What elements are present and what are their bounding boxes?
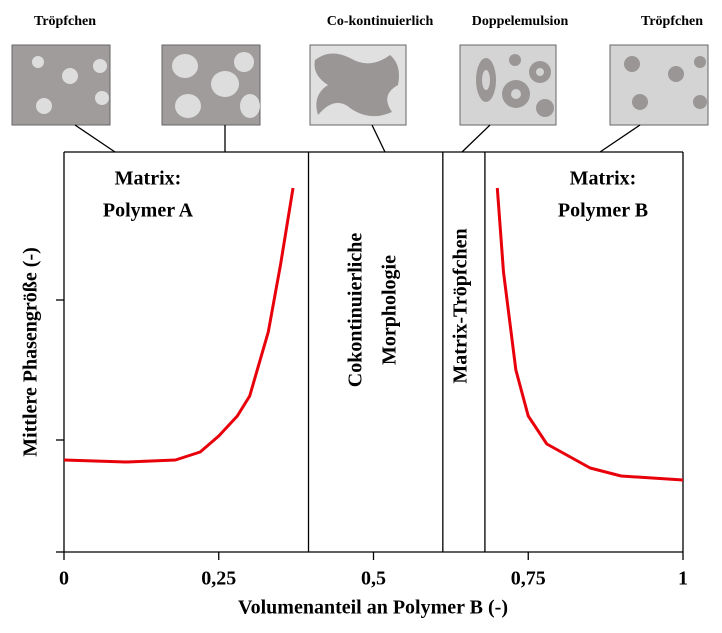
region-label: Polymer A <box>103 200 194 222</box>
morphology-label: Tröpfchen <box>641 14 703 29</box>
morphology-label: Tröpfchen <box>34 14 96 29</box>
morphology-label: Co-kontinuierlich <box>327 14 434 29</box>
region-label: Polymer B <box>558 200 648 222</box>
x-tick-label: 0,75 <box>511 568 546 590</box>
region-label: Matrix: <box>115 168 182 190</box>
data-line <box>63 187 295 464</box>
morphology-label: Doppelemulsion <box>472 14 569 29</box>
region-label: Morphologie <box>379 255 401 365</box>
x-tick-label: 0,5 <box>361 568 386 590</box>
morphology-images <box>11 44 709 126</box>
x-tick-label: 0 <box>59 568 69 590</box>
data-line <box>495 187 684 482</box>
connectors <box>74 124 641 153</box>
region-label: Matrix-Tröpfchen <box>450 228 472 383</box>
x-axis-label: Volumenanteil an Polymer B (-) <box>238 597 508 619</box>
x-tick-label: 1 <box>678 568 688 590</box>
region-label: Matrix: <box>570 168 637 190</box>
y-axis-label: Mittlere Phasengröße (-) <box>20 247 42 457</box>
region-label: Cokontinuierliche <box>345 233 367 388</box>
x-tick-label: 0,25 <box>201 568 236 590</box>
